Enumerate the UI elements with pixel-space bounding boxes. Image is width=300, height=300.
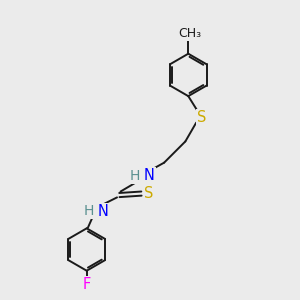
- Text: F: F: [82, 278, 91, 292]
- Text: N: N: [98, 204, 109, 219]
- Text: CH₃: CH₃: [178, 27, 201, 40]
- Text: H: H: [84, 204, 94, 218]
- Text: S: S: [197, 110, 207, 125]
- Text: S: S: [144, 186, 153, 201]
- Text: N: N: [143, 168, 155, 183]
- Text: H: H: [130, 169, 140, 183]
